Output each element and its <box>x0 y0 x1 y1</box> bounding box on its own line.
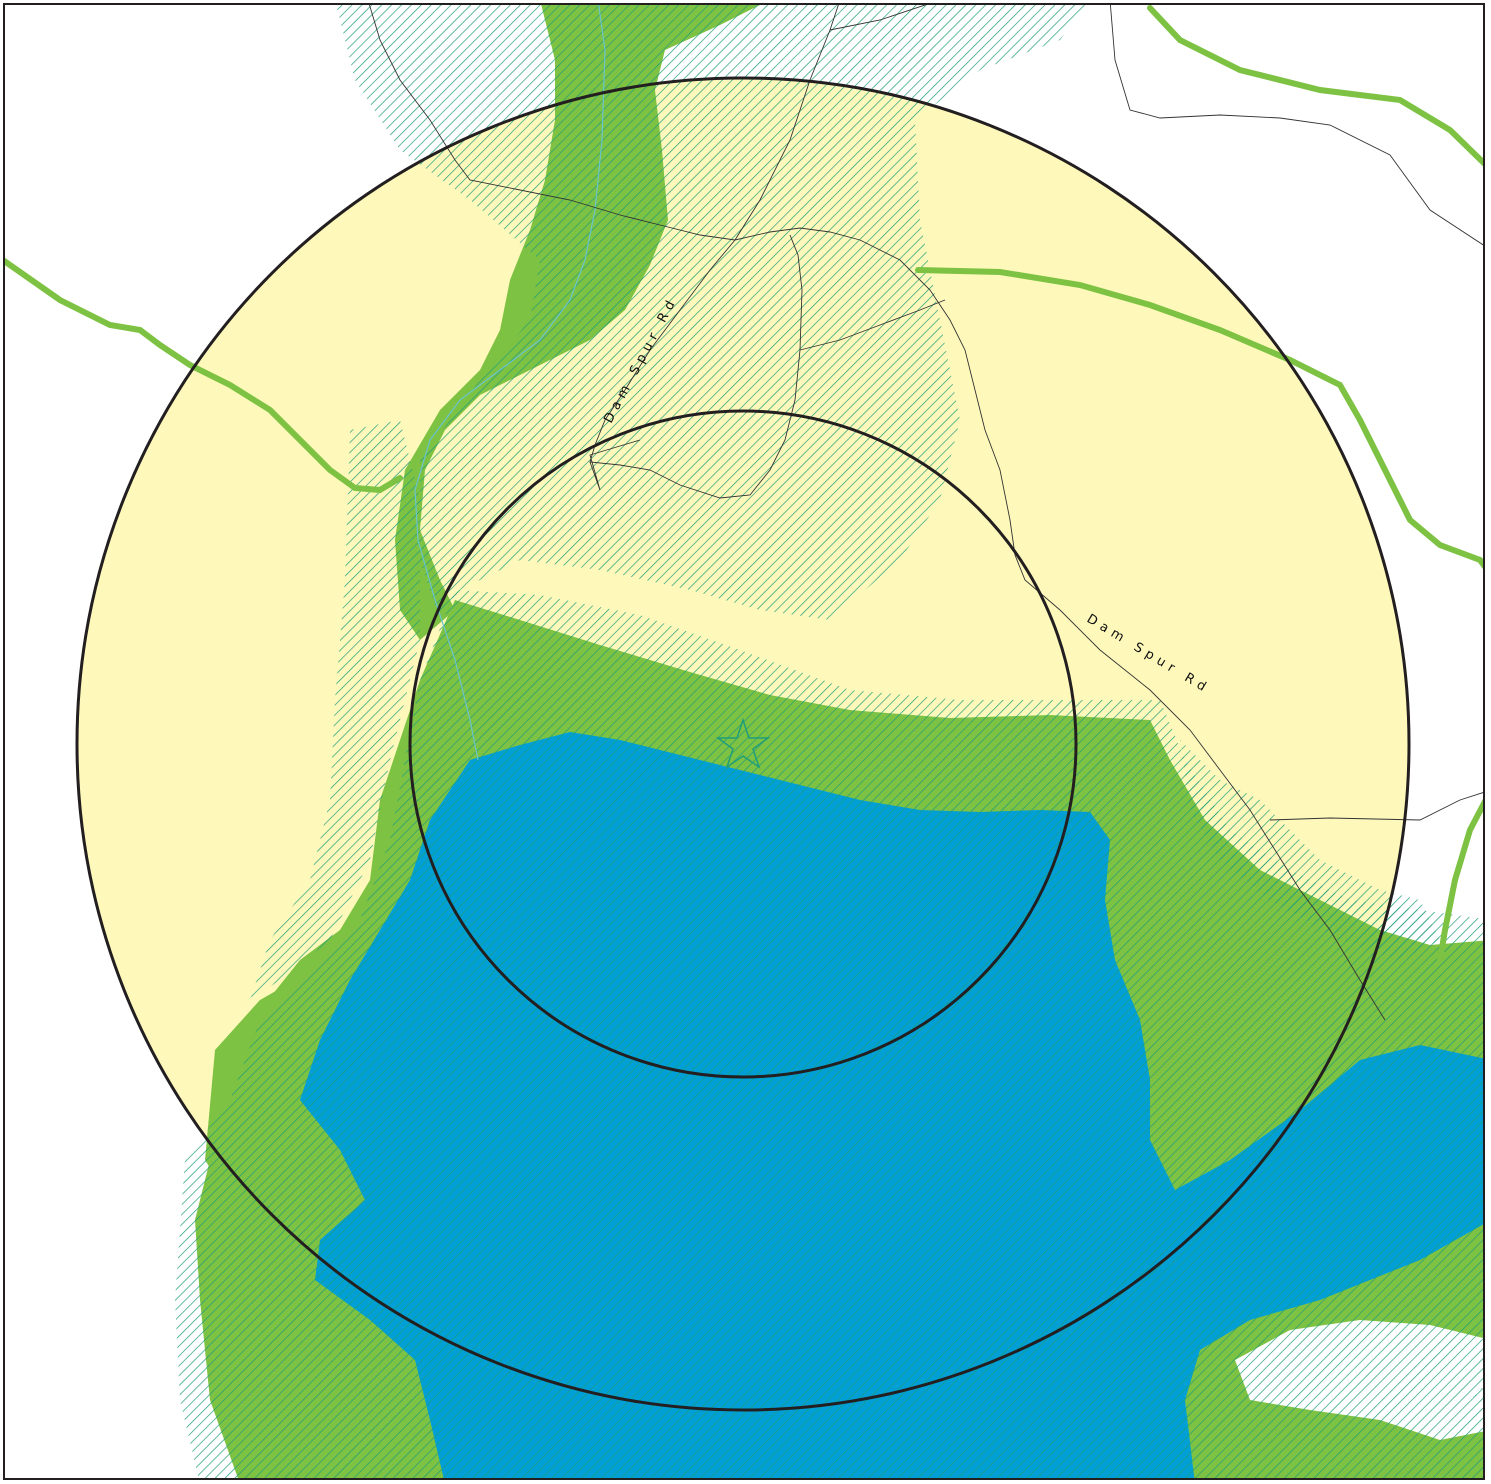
star-icon <box>715 717 771 769</box>
road-west-spur <box>589 439 641 491</box>
hatch-zone-west <box>250 420 420 1000</box>
hatch-zone-center <box>175 590 1484 1479</box>
stream-line <box>414 4 606 761</box>
hatch-zone-north <box>336 4 1087 620</box>
trail-southeast <box>1437 796 1484 963</box>
map-frame-border <box>3 3 1485 1480</box>
trail-west <box>4 257 403 494</box>
road-north-branch-2 <box>829 4 930 31</box>
trails <box>4 5 1484 963</box>
inner-buffer-ring <box>408 409 1078 1079</box>
road-main-north <box>368 4 1386 1021</box>
outer-buffer-ring <box>75 76 1411 1412</box>
trail-east <box>915 267 1484 571</box>
trail-northeast <box>1147 5 1484 168</box>
road-northeast <box>1109 4 1484 246</box>
roads <box>368 4 1484 1021</box>
hatched-zones <box>175 4 1484 1479</box>
hatch-zone-east <box>1180 740 1440 960</box>
road-north-branch <box>734 4 840 241</box>
road-east <box>1269 791 1484 821</box>
road-loop <box>799 299 946 351</box>
road-dam-spur-upper <box>589 234 803 499</box>
